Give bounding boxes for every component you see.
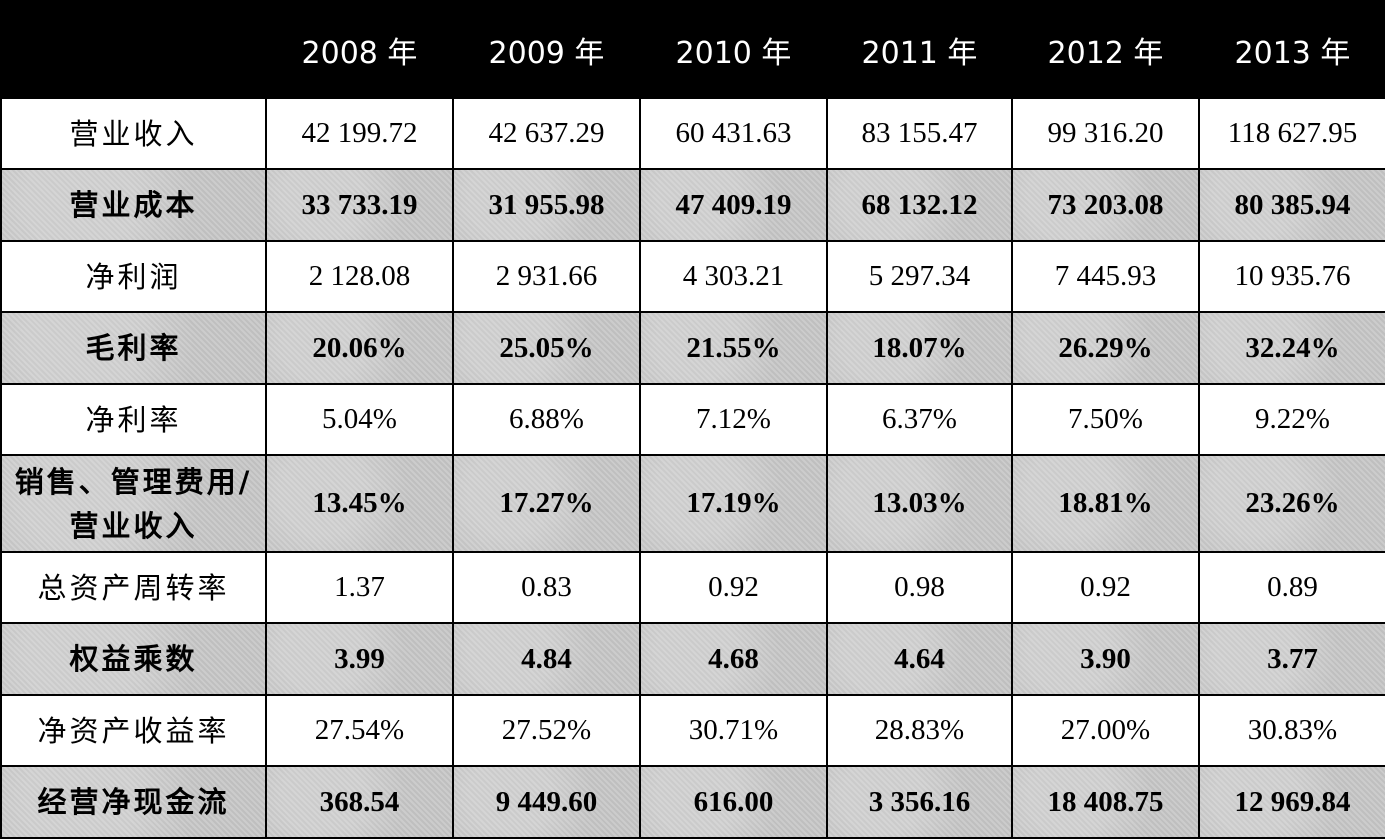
table-cell: 13.45% xyxy=(265,454,454,553)
table-cell: 7.12% xyxy=(639,382,828,457)
row-label-line: 营业收入 xyxy=(69,508,198,543)
table-cell: 27.52% xyxy=(452,693,641,768)
table-cell: 23.26% xyxy=(1198,454,1385,553)
table-cell: 4 303.21 xyxy=(639,239,828,314)
table-cell: 99 316.20 xyxy=(1011,96,1200,171)
table-cell: 25.05% xyxy=(452,311,641,385)
table-cell: 6.88% xyxy=(452,382,641,457)
table-cell: 4.64 xyxy=(826,622,1013,696)
row-label: 净利润 xyxy=(0,239,267,314)
table-header: 2008 年 2009 年 2010 年 2011 年 2012 年 2013 … xyxy=(0,0,1385,99)
table-cell: 18 408.75 xyxy=(1011,765,1200,839)
row-label: 毛利率 xyxy=(0,311,267,385)
header-year: 2010 年 xyxy=(639,0,828,99)
table-cell: 26.29% xyxy=(1011,311,1200,385)
table-cell: 7 445.93 xyxy=(1011,239,1200,314)
table-cell: 0.92 xyxy=(639,550,828,625)
row-label: 净资产收益率 xyxy=(0,693,267,768)
table-cell: 42 199.72 xyxy=(265,96,454,171)
header-row: 2008 年 2009 年 2010 年 2011 年 2012 年 2013 … xyxy=(0,0,1385,99)
table-cell: 3.99 xyxy=(265,622,454,696)
table-row: 营业收入 42 199.72 42 637.29 60 431.63 83 15… xyxy=(0,96,1385,171)
table-cell: 0.89 xyxy=(1198,550,1385,625)
table-row: 净利润 2 128.08 2 931.66 4 303.21 5 297.34 … xyxy=(0,239,1385,314)
row-label-line: 销售、管理费用/ xyxy=(14,464,253,499)
table-cell: 3.90 xyxy=(1011,622,1200,696)
table-body: 营业收入 42 199.72 42 637.29 60 431.63 83 15… xyxy=(0,96,1385,839)
header-year: 2012 年 xyxy=(1011,0,1200,99)
table-cell: 0.92 xyxy=(1011,550,1200,625)
table-cell: 17.27% xyxy=(452,454,641,553)
table-cell: 0.83 xyxy=(452,550,641,625)
table-row: 毛利率 20.06% 25.05% 21.55% 18.07% 26.29% 3… xyxy=(0,311,1385,385)
row-label: 权益乘数 xyxy=(0,622,267,696)
table-cell: 5.04% xyxy=(265,382,454,457)
table-cell: 18.81% xyxy=(1011,454,1200,553)
table-cell: 30.71% xyxy=(639,693,828,768)
table-cell: 4.68 xyxy=(639,622,828,696)
table-cell: 12 969.84 xyxy=(1198,765,1385,839)
table-cell: 0.98 xyxy=(826,550,1013,625)
table-cell: 9.22% xyxy=(1198,382,1385,457)
table-cell: 80 385.94 xyxy=(1198,168,1385,242)
table-cell: 27.00% xyxy=(1011,693,1200,768)
table-cell: 20.06% xyxy=(265,311,454,385)
row-label: 总资产周转率 xyxy=(0,550,267,625)
table-cell: 31 955.98 xyxy=(452,168,641,242)
table-cell: 4.84 xyxy=(452,622,641,696)
table-cell: 30.83% xyxy=(1198,693,1385,768)
table-cell: 9 449.60 xyxy=(452,765,641,839)
row-label: 营业收入 xyxy=(0,96,267,171)
table-cell: 27.54% xyxy=(265,693,454,768)
table-cell: 3.77 xyxy=(1198,622,1385,696)
table-cell: 68 132.12 xyxy=(826,168,1013,242)
table-cell: 83 155.47 xyxy=(826,96,1013,171)
table-cell: 28.83% xyxy=(826,693,1013,768)
table-cell: 60 431.63 xyxy=(639,96,828,171)
table-cell: 10 935.76 xyxy=(1198,239,1385,314)
table-cell: 47 409.19 xyxy=(639,168,828,242)
row-label: 经营净现金流 xyxy=(0,765,267,839)
table-cell: 42 637.29 xyxy=(452,96,641,171)
table-cell: 2 128.08 xyxy=(265,239,454,314)
table-cell: 33 733.19 xyxy=(265,168,454,242)
table-cell: 616.00 xyxy=(639,765,828,839)
table-row: 经营净现金流 368.54 9 449.60 616.00 3 356.16 1… xyxy=(0,765,1385,839)
table-row: 权益乘数 3.99 4.84 4.68 4.64 3.90 3.77 xyxy=(0,622,1385,696)
table-cell: 6.37% xyxy=(826,382,1013,457)
table-row: 销售、管理费用/营业收入 13.45% 17.27% 17.19% 13.03%… xyxy=(0,454,1385,553)
table-cell: 5 297.34 xyxy=(826,239,1013,314)
table-cell: 3 356.16 xyxy=(826,765,1013,839)
header-year: 2009 年 xyxy=(452,0,641,99)
header-year: 2008 年 xyxy=(265,0,454,99)
table-cell: 18.07% xyxy=(826,311,1013,385)
table-cell: 368.54 xyxy=(265,765,454,839)
table-cell: 17.19% xyxy=(639,454,828,553)
row-label: 营业成本 xyxy=(0,168,267,242)
table-cell: 2 931.66 xyxy=(452,239,641,314)
table-cell: 73 203.08 xyxy=(1011,168,1200,242)
table-row: 净利率 5.04% 6.88% 7.12% 6.37% 7.50% 9.22% xyxy=(0,382,1385,457)
header-year: 2011 年 xyxy=(826,0,1013,99)
table-cell: 32.24% xyxy=(1198,311,1385,385)
table-cell: 7.50% xyxy=(1011,382,1200,457)
row-label: 净利率 xyxy=(0,382,267,457)
table-row: 营业成本 33 733.19 31 955.98 47 409.19 68 13… xyxy=(0,168,1385,242)
table-cell: 21.55% xyxy=(639,311,828,385)
row-label: 销售、管理费用/营业收入 xyxy=(0,454,267,553)
table-row: 总资产周转率 1.37 0.83 0.92 0.98 0.92 0.89 xyxy=(0,550,1385,625)
table-cell: 118 627.95 xyxy=(1198,96,1385,171)
table-cell: 13.03% xyxy=(826,454,1013,553)
table-cell: 1.37 xyxy=(265,550,454,625)
header-corner-cell xyxy=(0,0,267,99)
table-row: 净资产收益率 27.54% 27.52% 30.71% 28.83% 27.00… xyxy=(0,693,1385,768)
header-year: 2013 年 xyxy=(1198,0,1385,99)
